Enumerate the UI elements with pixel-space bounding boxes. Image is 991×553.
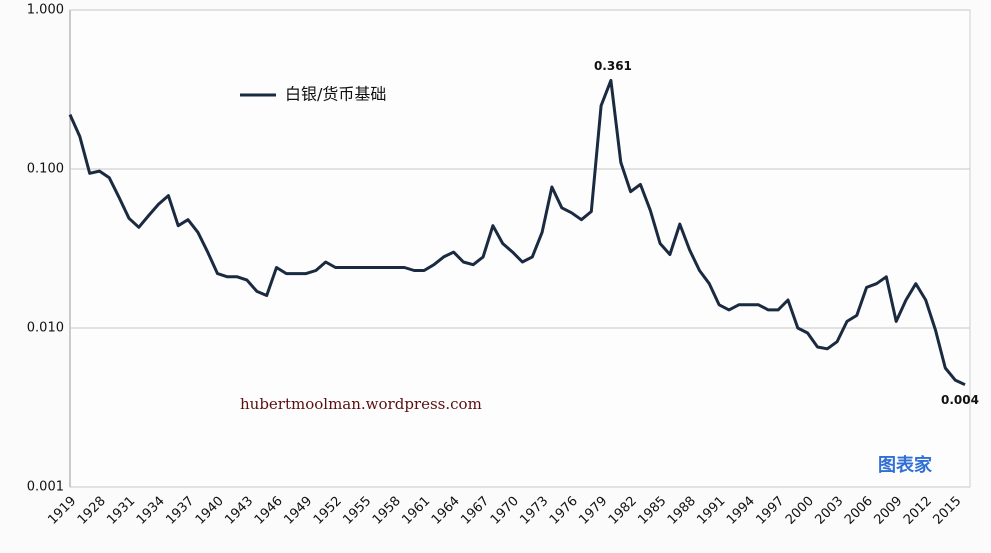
x-tick-label: 1970: [488, 494, 522, 528]
x-tick-label: 1952: [311, 494, 345, 528]
y-tick-label: 0.010: [27, 321, 64, 336]
y-tick-label: 0.100: [27, 162, 64, 177]
x-tick-label: 1940: [193, 494, 227, 528]
x-tick-label: 1997: [753, 494, 787, 528]
x-tick-label: 1988: [665, 494, 699, 528]
x-tick-label: 1982: [606, 494, 640, 528]
x-tick-label: 1973: [517, 494, 551, 528]
y-tick-label: 1.000: [27, 3, 64, 18]
x-tick-label: 1919: [45, 494, 79, 528]
x-tick-label: 1964: [429, 494, 463, 528]
x-tick-label: 1949: [281, 494, 315, 528]
data-label: 0.004: [941, 393, 979, 407]
x-tick-label: 1994: [724, 494, 758, 528]
x-tick-label: 2000: [783, 494, 817, 528]
y-tick-label: 0.001: [27, 480, 64, 495]
watermark: 图表家: [878, 454, 933, 476]
data-label: 0.361: [594, 59, 632, 73]
x-tick-label: 1979: [576, 494, 610, 528]
x-tick-label: 1967: [458, 494, 492, 528]
x-tick-label: 1928: [75, 494, 109, 528]
x-tick-label: 1943: [222, 494, 256, 528]
x-tick-label: 1985: [635, 494, 669, 528]
legend-label: 白银/货币基础: [285, 85, 386, 104]
annotation: hubertmoolman.wordpress.com: [240, 395, 482, 413]
x-tick-label: 2015: [930, 494, 964, 528]
x-tick-label: 1931: [104, 494, 138, 528]
plot-area: [69, 9, 971, 488]
x-tick-label: 1946: [252, 494, 286, 528]
x-tick-label: 2012: [901, 494, 935, 528]
x-tick-label: 1937: [163, 494, 197, 528]
x-tick-label: 1958: [370, 494, 404, 528]
x-tick-label: 1934: [134, 494, 168, 528]
x-tick-label: 2003: [812, 494, 846, 528]
x-tick-label: 1961: [399, 494, 433, 528]
x-tick-label: 1991: [694, 494, 728, 528]
x-tick-label: 2006: [842, 494, 876, 528]
x-tick-label: 1955: [340, 494, 374, 528]
x-tick-label: 2009: [871, 494, 905, 528]
line: [68, 78, 966, 387]
x-tick-label: 1976: [547, 494, 581, 528]
